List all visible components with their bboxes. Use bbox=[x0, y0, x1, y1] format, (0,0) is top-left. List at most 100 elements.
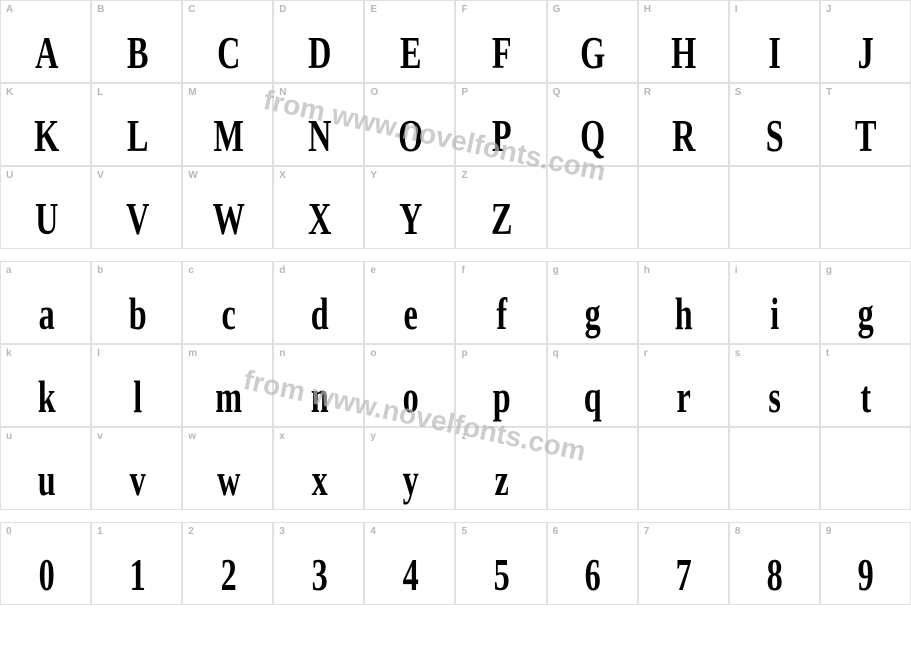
glyph: f bbox=[496, 291, 505, 337]
spacer-cell bbox=[547, 249, 638, 261]
spacer-cell bbox=[729, 249, 820, 261]
glyph-cell: tt bbox=[820, 344, 911, 427]
cell-label: 0 bbox=[6, 526, 12, 537]
glyph: F bbox=[492, 30, 510, 76]
glyph: Z bbox=[491, 196, 511, 242]
cell-label: I bbox=[735, 4, 738, 15]
glyph: O bbox=[398, 113, 422, 159]
cell-label: Q bbox=[553, 87, 561, 98]
cell-label: N bbox=[279, 87, 286, 98]
glyph: q bbox=[584, 374, 601, 420]
spacer-cell bbox=[364, 510, 455, 522]
glyph-cell: KK bbox=[0, 83, 91, 166]
glyph: X bbox=[308, 196, 330, 242]
glyph: D bbox=[308, 30, 330, 76]
glyph: n bbox=[311, 374, 328, 420]
spacer-cell bbox=[364, 249, 455, 261]
glyph-cell: zz bbox=[455, 427, 546, 510]
spacer-cell bbox=[729, 510, 820, 522]
cell-label: w bbox=[188, 431, 196, 442]
glyph: U bbox=[35, 196, 57, 242]
cell-label: E bbox=[370, 4, 377, 15]
cell-label: u bbox=[6, 431, 12, 442]
glyph-cell: FF bbox=[455, 0, 546, 83]
glyph-cell: OO bbox=[364, 83, 455, 166]
glyph: H bbox=[671, 30, 695, 76]
cell-label: G bbox=[553, 4, 561, 15]
glyph: J bbox=[858, 30, 873, 76]
glyph: g bbox=[585, 291, 600, 337]
spacer-cell bbox=[455, 510, 546, 522]
glyph: Y bbox=[399, 196, 421, 242]
glyph-cell: nn bbox=[273, 344, 364, 427]
cell-label: z bbox=[461, 431, 466, 442]
cell-label: k bbox=[6, 348, 12, 359]
glyph: a bbox=[38, 291, 53, 337]
cell-label: m bbox=[188, 348, 197, 359]
spacer-cell bbox=[273, 249, 364, 261]
glyph-cell: HH bbox=[638, 0, 729, 83]
glyph-cell: UU bbox=[0, 166, 91, 249]
glyph-cell: rr bbox=[638, 344, 729, 427]
glyph-cell: WW bbox=[182, 166, 273, 249]
glyph: S bbox=[766, 113, 783, 159]
glyph: v bbox=[129, 457, 144, 503]
cell-label: e bbox=[370, 265, 376, 276]
glyph-cell: dd bbox=[273, 261, 364, 344]
cell-label: Z bbox=[461, 170, 467, 181]
cell-label: b bbox=[97, 265, 103, 276]
spacer-cell bbox=[0, 249, 91, 261]
cell-label: 8 bbox=[735, 526, 741, 537]
glyph: y bbox=[403, 457, 418, 503]
glyph: 1 bbox=[129, 552, 144, 598]
glyph-cell: ll bbox=[91, 344, 182, 427]
cell-label: 3 bbox=[279, 526, 285, 537]
spacer-cell bbox=[273, 510, 364, 522]
spacer-cell bbox=[820, 249, 911, 261]
glyph: m bbox=[215, 374, 240, 420]
spacer-cell bbox=[820, 510, 911, 522]
glyph: A bbox=[35, 30, 57, 76]
glyph: 2 bbox=[220, 552, 235, 598]
cell-label: T bbox=[826, 87, 832, 98]
cell-label: 7 bbox=[644, 526, 650, 537]
cell-label: V bbox=[97, 170, 104, 181]
glyph-cell: 33 bbox=[273, 522, 364, 605]
glyph: W bbox=[212, 196, 243, 242]
glyph-cell: ii bbox=[729, 261, 820, 344]
glyph: M bbox=[213, 113, 242, 159]
glyph-cell: uu bbox=[0, 427, 91, 510]
glyph: i bbox=[771, 291, 779, 337]
spacer-cell bbox=[182, 510, 273, 522]
cell-label: K bbox=[6, 87, 13, 98]
glyph-cell: aa bbox=[0, 261, 91, 344]
glyph-cell: AA bbox=[0, 0, 91, 83]
spacer-cell bbox=[638, 510, 729, 522]
glyph-cell: 44 bbox=[364, 522, 455, 605]
glyph-cell bbox=[638, 166, 729, 249]
glyph: w bbox=[217, 457, 239, 503]
glyph-cell: NN bbox=[273, 83, 364, 166]
glyph: R bbox=[672, 113, 694, 159]
cell-label: S bbox=[735, 87, 742, 98]
cell-label: R bbox=[644, 87, 651, 98]
glyph-cell: ww bbox=[182, 427, 273, 510]
glyph-cell: 77 bbox=[638, 522, 729, 605]
spacer-cell bbox=[547, 510, 638, 522]
glyph-cell: gg bbox=[547, 261, 638, 344]
glyph-cell: xx bbox=[273, 427, 364, 510]
glyph-cell: 55 bbox=[455, 522, 546, 605]
glyph: N bbox=[308, 113, 330, 159]
cell-label: 2 bbox=[188, 526, 194, 537]
glyph: t bbox=[861, 374, 870, 420]
glyph-cell: ss bbox=[729, 344, 820, 427]
spacer-cell bbox=[91, 510, 182, 522]
glyph-cell: 99 bbox=[820, 522, 911, 605]
glyph-cell: qq bbox=[547, 344, 638, 427]
glyph-cell: II bbox=[729, 0, 820, 83]
glyph-cell: yy bbox=[364, 427, 455, 510]
glyph-cell: CC bbox=[182, 0, 273, 83]
glyph: 4 bbox=[403, 552, 418, 598]
cell-label: h bbox=[644, 265, 650, 276]
glyph-cell: oo bbox=[364, 344, 455, 427]
